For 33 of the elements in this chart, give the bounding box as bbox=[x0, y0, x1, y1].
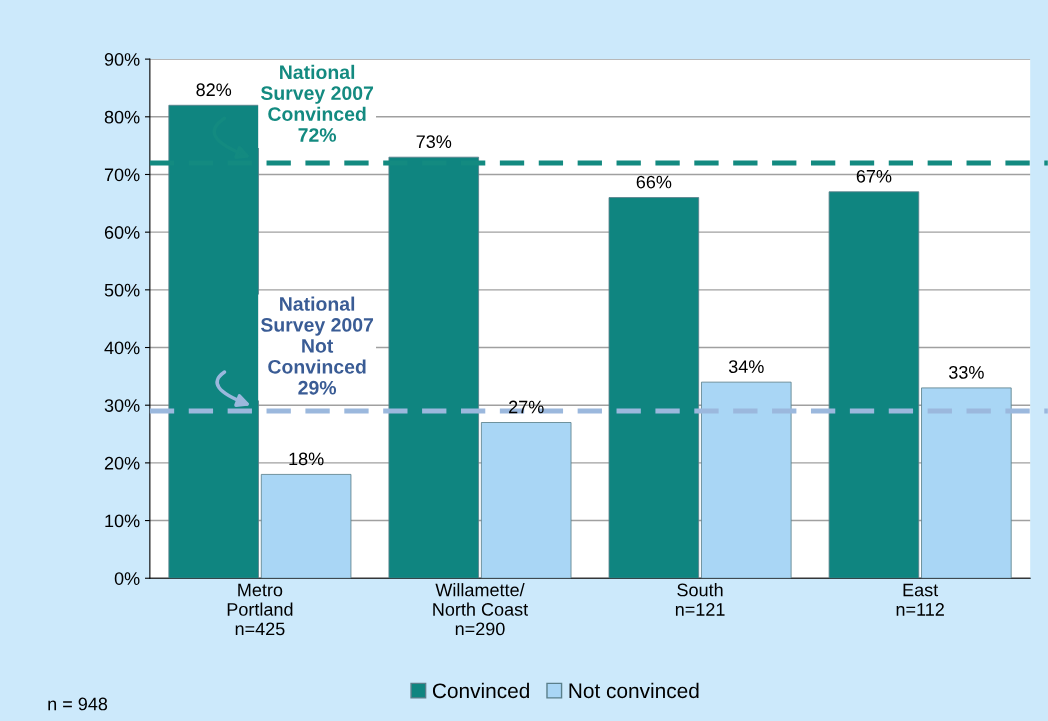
y-tick-label: 70% bbox=[104, 168, 140, 182]
text: 18% bbox=[289, 452, 324, 466]
legend-label: Convinced bbox=[432, 682, 529, 699]
text: 82% bbox=[196, 83, 232, 97]
y-tick-label: 90% bbox=[104, 53, 140, 66]
ref-line-label: National Survey 2007 Not Convinced 29% bbox=[260, 296, 374, 395]
y-tick-label: 50% bbox=[104, 283, 140, 297]
bar bbox=[260, 474, 352, 579]
bar bbox=[701, 381, 792, 579]
text: 34% bbox=[728, 360, 764, 374]
text: 66% bbox=[636, 175, 672, 189]
text: 67% bbox=[856, 169, 892, 183]
y-tick-label: 40% bbox=[104, 341, 140, 355]
y-tick-label: 20% bbox=[104, 456, 140, 470]
text: n = 948 bbox=[48, 697, 108, 711]
text: 73% bbox=[416, 135, 452, 149]
x-tick-label: East n=112 bbox=[896, 583, 944, 616]
x-tick-label: Metro Portland n=425 bbox=[227, 583, 293, 636]
y-tick-label: 60% bbox=[104, 226, 140, 239]
y-tick-label: 80% bbox=[104, 110, 140, 124]
x-tick-label: South n=121 bbox=[675, 583, 725, 616]
x-tick-label: Willamette/ North Coast n=290 bbox=[433, 583, 529, 636]
bar bbox=[480, 422, 572, 579]
ref-line-label: National Survey 2007 Convinced 72% bbox=[260, 64, 374, 142]
y-tick-label: 0% bbox=[114, 572, 140, 585]
bar bbox=[921, 387, 1012, 579]
text: 33% bbox=[948, 365, 984, 379]
legend-label: Not convinced bbox=[569, 682, 699, 699]
bar bbox=[608, 197, 700, 579]
bar bbox=[828, 191, 920, 579]
y-tick-label: 30% bbox=[104, 399, 140, 412]
text: 27% bbox=[509, 400, 544, 414]
y-tick-label: 10% bbox=[105, 514, 140, 528]
